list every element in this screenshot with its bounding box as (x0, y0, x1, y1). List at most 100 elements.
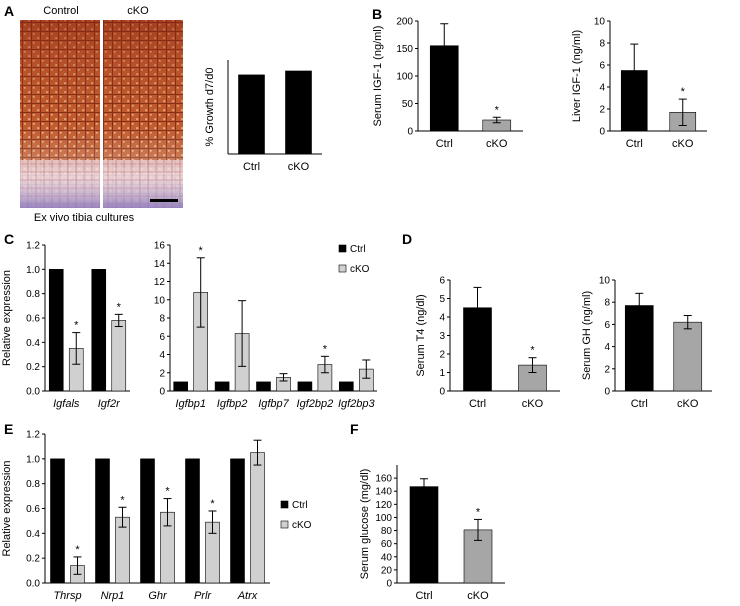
y-tick-label: 0.8 (26, 479, 40, 490)
significance-star: * (165, 486, 170, 498)
category-label: Igf2bp2 (297, 398, 334, 410)
category-label: cKO (486, 138, 508, 150)
category-label: Thrsp (53, 590, 81, 602)
chart-d-serum-gh: 0 2 4 6 8 10 Serum GH (ng/ml) Ctrl cKO (581, 276, 712, 410)
y-tick-label: 0.4 (26, 529, 40, 540)
bar-ctrl (185, 458, 200, 584)
y-axis-title: % Growth d7/d0 (204, 68, 216, 147)
y-tick-label: 0 (407, 127, 413, 138)
chart-d-serum-t4: 0 1 2 3 4 5 6 Serum T4 (ng/dl) Ctrl cKO * (415, 276, 560, 410)
bar-ctrl (338, 381, 354, 392)
panel-letter-a: A (4, 3, 14, 19)
y-tick-label: 14 (154, 259, 166, 270)
y-tick-label: 40 (381, 552, 393, 563)
y-tick-label: 160 (375, 474, 392, 485)
bar-ctrl (173, 381, 188, 392)
chart-e: 0.0 0.2 0.4 0.6 0.8 1.0 1.2 Relative expression… (1, 430, 312, 603)
y-tick-label: 1.0 (26, 265, 40, 276)
y-tick-label: 50 (402, 99, 414, 110)
y-tick-label: 0.6 (26, 504, 40, 515)
bar-ctrl (140, 458, 155, 584)
significance-star: * (323, 343, 328, 355)
category-label: Ctrl (469, 398, 486, 410)
bar-ctrl (238, 74, 265, 155)
legend-label-cko: cKO (350, 264, 370, 275)
y-tick-label: 2 (159, 368, 165, 379)
y-tick-label: 60 (381, 539, 393, 550)
significance-star: * (530, 345, 535, 357)
category-label: Ctrl (631, 398, 648, 410)
category-label: cKO (677, 398, 699, 410)
significance-star: * (210, 498, 215, 510)
bar-ctrl (409, 486, 439, 584)
image-label-cko: cKO (127, 5, 149, 17)
y-tick-label: 4 (599, 83, 605, 94)
y-tick-label: 6 (604, 320, 610, 331)
legend-label-ctrl: Ctrl (350, 244, 366, 255)
y-tick-label: 1 (439, 368, 445, 379)
histology-images: Control cKO Ex vivo tibia cultures (20, 5, 183, 224)
panel-letter-e: E (4, 421, 13, 437)
chart-b-serum-igf1: 0 50 100 150 200 Serum IGF-1 (ng/ml) Ctrl cKO * (372, 17, 523, 150)
chart-a-growth: % Growth d7/d0 Ctrl cKO (204, 60, 322, 173)
y-tick-label: 0.6 (26, 314, 40, 325)
y-tick-label: 120 (375, 500, 392, 511)
y-tick-label: 200 (396, 17, 413, 28)
category-label: Ghr (148, 590, 168, 602)
panel-letter-c: C (4, 231, 14, 247)
y-tick-label: 0 (604, 387, 610, 398)
bar-cko (285, 70, 312, 155)
legend-label-ctrl: Ctrl (292, 500, 308, 511)
category-label: Igfals (53, 398, 80, 410)
y-tick-label: 3 (439, 331, 445, 342)
y-tick-label: 0 (386, 579, 392, 590)
chart-c-left: 0.0 0.2 0.4 0.6 0.8 1.0 1.2 Relative expression… (1, 241, 130, 410)
bar-ctrl (95, 458, 110, 584)
y-axis-title: Serum glucose (mg/dl) (359, 469, 371, 580)
y-tick-label: 0.2 (26, 554, 40, 565)
category-label: cKO (288, 161, 310, 173)
legend-swatch-ctrl (280, 500, 289, 509)
category-label: Ctrl (415, 590, 432, 602)
bar-ctrl (50, 458, 65, 584)
histology-control-image (20, 20, 100, 208)
y-tick-label: 80 (381, 526, 393, 537)
panel-letter-f: F (350, 421, 359, 437)
chart-b-liver-igf1: 0 2 4 6 8 10 Liver IGF-1 (ng/ml) Ctrl cKO * (571, 17, 707, 150)
category-label: cKO (522, 398, 544, 410)
category-label: Atrx (237, 590, 258, 602)
histology-cko-image (103, 20, 183, 208)
scale-bar (150, 199, 178, 202)
y-tick-label: 10 (594, 17, 606, 28)
bar-ctrl (214, 381, 230, 392)
y-tick-label: 2 (439, 350, 445, 361)
category-label: Ctrl (436, 138, 453, 150)
legend-swatch-cko (338, 264, 347, 273)
category-label: Igfbp2 (217, 398, 248, 410)
chart-c-right: 0 2 4 6 8 10 12 14 16 Igfbp1 * Igfbp2 Igfbp7 Igf2bp2 *… (154, 241, 377, 410)
bar-ctrl (297, 381, 313, 392)
y-axis-title: Serum GH (ng/ml) (581, 291, 593, 380)
y-axis-title: Relative expression (1, 461, 13, 557)
y-tick-label: 2 (599, 105, 605, 116)
y-axis-title: Serum IGF-1 (ng/ml) (372, 26, 384, 127)
category-label: Igf2bp3 (338, 398, 376, 410)
significance-star: * (120, 494, 125, 506)
y-tick-label: 6 (439, 276, 445, 287)
bar-ctrl (230, 458, 245, 584)
y-tick-label: 8 (159, 314, 165, 325)
significance-star: * (75, 544, 80, 556)
significance-star: * (117, 301, 122, 313)
y-tick-label: 2 (604, 364, 610, 375)
bar-cko (250, 452, 265, 584)
y-tick-label: 5 (439, 294, 445, 305)
y-tick-label: 0.2 (26, 362, 40, 373)
y-tick-label: 12 (154, 277, 166, 288)
category-label: Ctrl (243, 161, 260, 173)
y-tick-label: 150 (396, 44, 413, 55)
y-tick-label: 1.2 (26, 241, 40, 252)
y-axis-title: Serum T4 (ng/dl) (415, 294, 427, 376)
legend-swatch-ctrl (338, 244, 347, 253)
y-tick-label: 100 (396, 72, 413, 83)
y-tick-label: 0 (439, 387, 445, 398)
